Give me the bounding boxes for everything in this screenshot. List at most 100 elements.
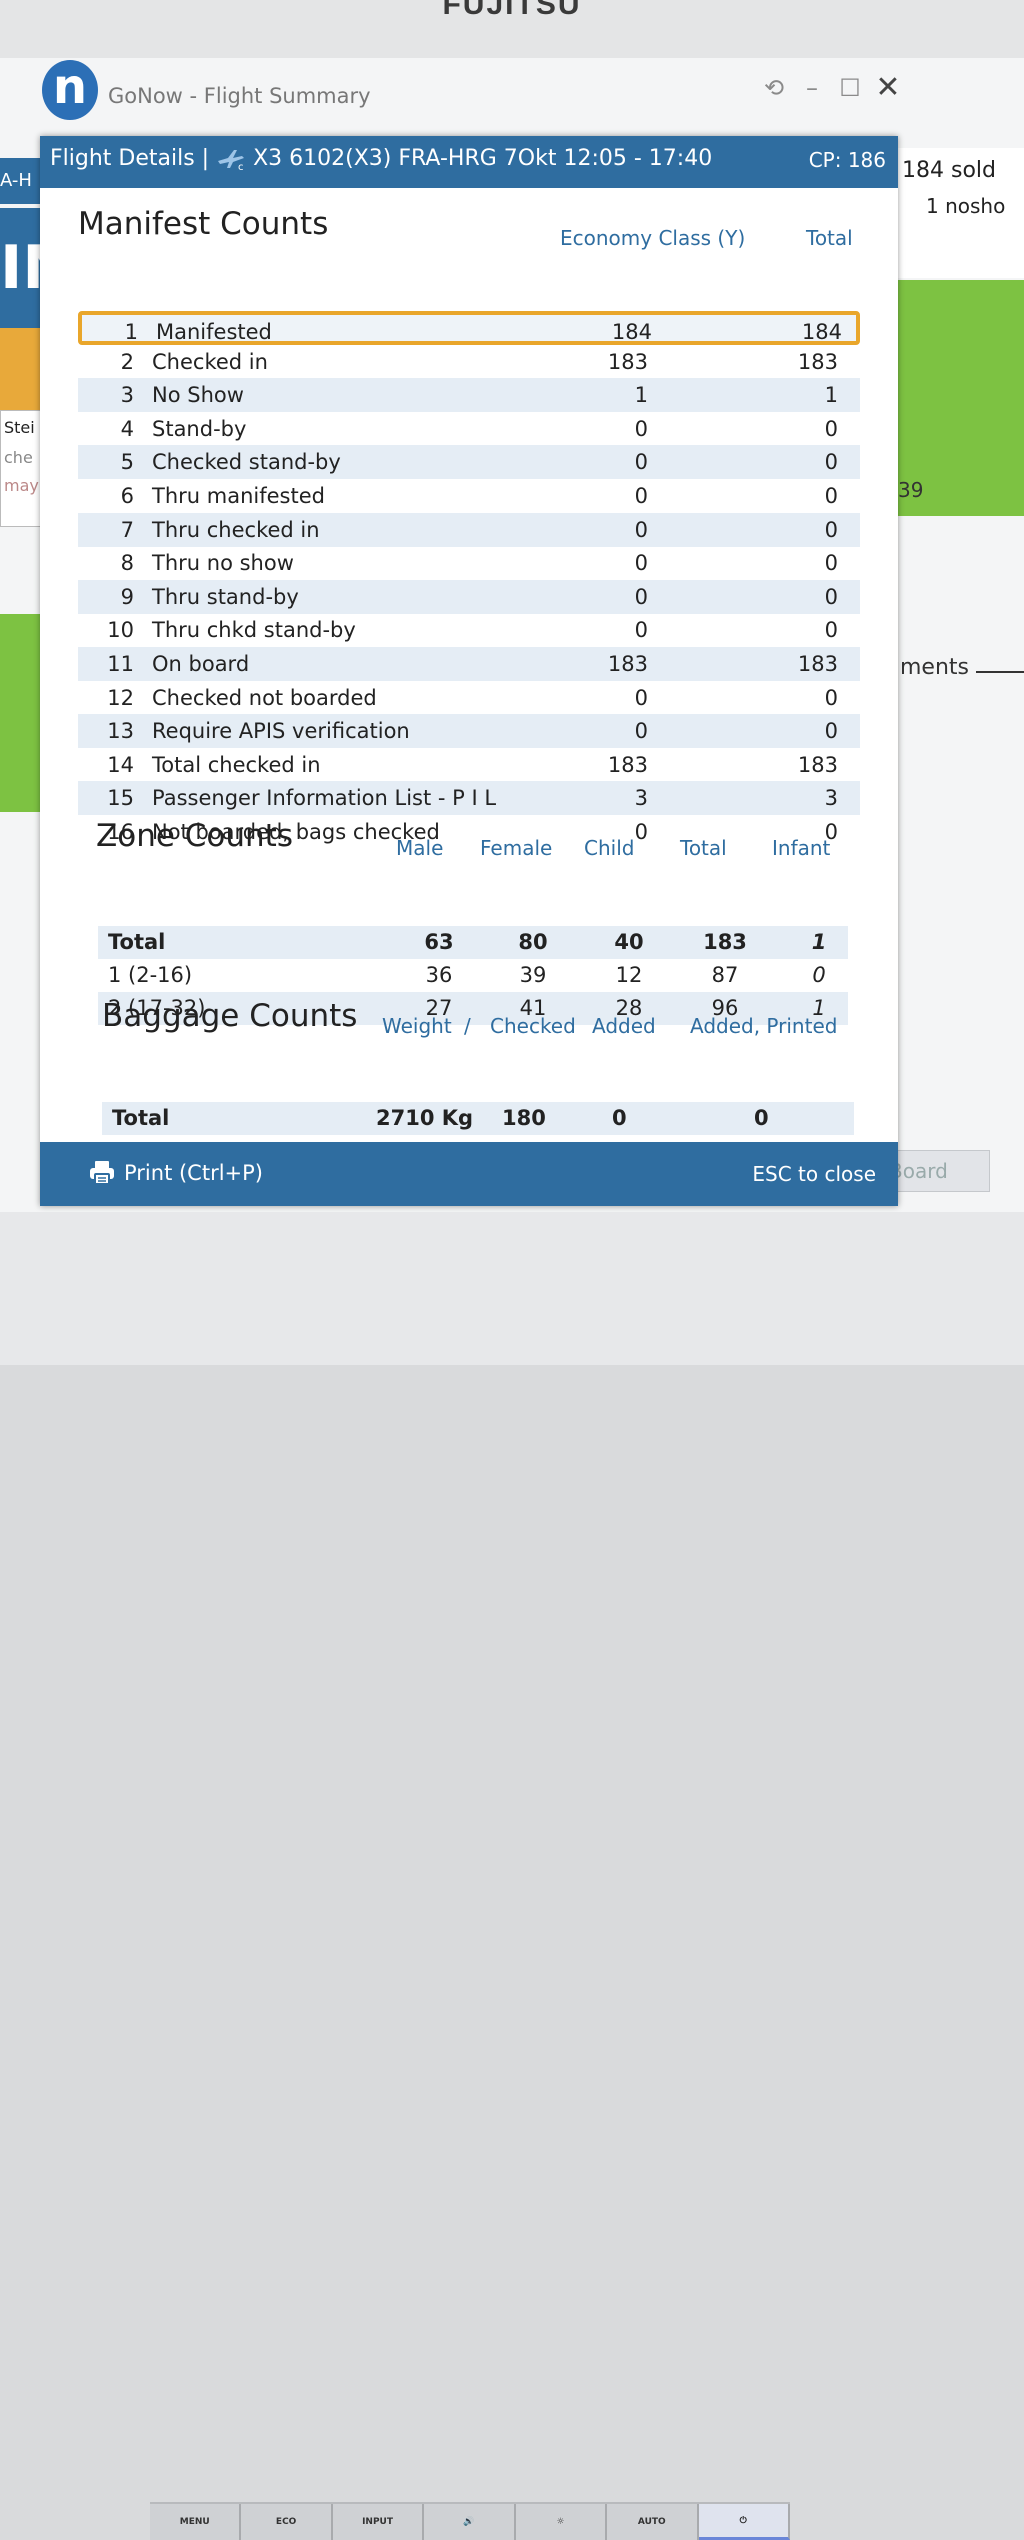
row-number: 4 (120, 416, 134, 441)
zone-male: 63 (424, 930, 454, 954)
economy-value: 0 (634, 584, 648, 609)
dialog-title-flight: X3 6102(X3) FRA-HRG 7Okt 12:05 - 17:40 (253, 146, 713, 171)
total-value: 0 (824, 685, 838, 710)
bg-divider (976, 671, 1024, 673)
manifest-row[interactable]: 10 Thru chkd stand-by 0 0 (78, 613, 860, 647)
total-value: 0 (824, 450, 838, 475)
economy-value: 184 (611, 320, 652, 344)
total-value: 1 (824, 383, 838, 408)
row-label: Stand-by (152, 416, 247, 441)
close-icon[interactable]: ✕ (875, 70, 901, 105)
bg-green-status (895, 280, 1024, 516)
economy-value: 0 (634, 450, 648, 475)
row-number: 9 (120, 584, 134, 609)
total-value: 0 (824, 517, 838, 542)
zone-row: Total 63 80 40 183 1 (98, 926, 848, 959)
flight-details-dialog: Flight Details | c X3 6102(X3) FRA-HRG 7… (40, 136, 898, 1206)
total-value: 184 (801, 320, 842, 344)
manifest-row[interactable]: 14 Total checked in 183 183 (78, 748, 860, 782)
esc-close-hint: ESC to close (752, 1162, 876, 1186)
manifest-row[interactable]: 13 Require APIS verification 0 0 (78, 714, 860, 749)
maximize-icon[interactable]: ☐ (839, 74, 861, 102)
baggage-route: Total (112, 1106, 170, 1130)
manifest-row[interactable]: 5 Checked stand-by 0 0 (78, 445, 860, 480)
manifest-row[interactable]: 3 No Show 1 1 (78, 378, 860, 413)
bg-passenger-panel (0, 410, 42, 527)
economy-value: 0 (634, 685, 648, 710)
monitor-menu-button[interactable]: MENU (150, 2504, 242, 2540)
bg-sold-count: 184 sold (902, 158, 996, 183)
manifest-row[interactable]: 11 On board 183 183 (78, 647, 860, 681)
baggage-col-added: Added (592, 1014, 656, 1038)
monitor-auto-button[interactable]: AUTO (607, 2504, 699, 2540)
zone-total: 183 (703, 930, 747, 954)
zone-male: 36 (425, 963, 453, 987)
print-button[interactable]: Print (Ctrl+P) (88, 1160, 263, 1186)
baggage-row: Total 2710 Kg 180 0 0 (102, 1102, 854, 1135)
row-label: Passenger Information List - P I L (152, 786, 497, 811)
row-label: Checked stand-by (152, 450, 341, 475)
row-number: 6 (120, 484, 134, 508)
economy-value: 0 (634, 484, 648, 508)
row-number: 12 (107, 685, 134, 710)
economy-value: 0 (634, 820, 648, 844)
manifest-row[interactable]: 8 Thru no show 0 0 (78, 546, 860, 580)
bg-board-button[interactable]: Board (884, 1150, 990, 1192)
row-number: 8 (120, 551, 134, 576)
row-label: Checked in (152, 349, 268, 374)
monitor-brightness-button[interactable]: ☼ (516, 2504, 608, 2540)
bg-sold-panel (895, 148, 1024, 278)
economy-value: 183 (607, 349, 648, 374)
manifest-row[interactable]: 15 Passenger Information List - P I L 3 3 (78, 781, 860, 816)
manifest-row-selected[interactable]: 1 Manifested 184 184 (78, 311, 860, 345)
manifest-row[interactable]: 9 Thru stand-by 0 0 (78, 579, 860, 614)
zone-title: Zone Counts (96, 818, 293, 854)
zone-female: 80 (518, 930, 548, 954)
economy-value: 183 (607, 652, 648, 676)
bg-may-text: may (4, 476, 39, 495)
economy-value: 183 (607, 752, 648, 777)
monitor-power-button[interactable]: ⏻ (698, 2504, 790, 2540)
bg-passenger-name: Stei (4, 418, 35, 437)
app-titlebar: n GoNow - Flight Summary ⟲ – ☐ ✕ (0, 58, 1024, 136)
baggage-added: 0 (612, 1106, 627, 1130)
row-label: Thru chkd stand-by (152, 618, 356, 643)
monitor-volume-button[interactable]: 🔊 (424, 2504, 516, 2540)
monitor-input-button[interactable]: INPUT (333, 2504, 425, 2540)
total-value: 0 (824, 484, 838, 508)
minimize-icon[interactable]: – (806, 74, 818, 102)
dialog-footer: Print (Ctrl+P) ESC to close (40, 1142, 898, 1206)
manifest-row[interactable]: 7 Thru checked in 0 0 (78, 512, 860, 547)
row-number: 7 (120, 517, 134, 542)
manifest-row[interactable]: 2 Checked in 183 183 (78, 345, 860, 379)
row-number: 11 (107, 652, 134, 676)
zone-infant: 1 (812, 996, 826, 1020)
row-label: Total checked in (152, 752, 321, 777)
zone-label: 1 (2-16) (108, 963, 193, 987)
zone-col-infant: Infant (772, 836, 831, 860)
print-label: Print (Ctrl+P) (124, 1161, 263, 1185)
manifest-col-economy: Economy Class (Y) (560, 226, 746, 250)
zone-child: 40 (614, 930, 644, 954)
monitor-eco-button[interactable]: ECO (241, 2504, 333, 2540)
restore-icon[interactable]: ⟲ (763, 74, 785, 102)
total-value: 0 (824, 551, 838, 576)
bg-route-tab[interactable]: A-H (0, 158, 40, 204)
bg-checkin-text: che (4, 448, 33, 467)
manifest-row[interactable]: 6 Thru manifested 0 0 (78, 479, 860, 513)
dialog-title-prefix: Flight Details | (50, 146, 210, 171)
row-number: 1 (124, 320, 138, 344)
dialog-title: Flight Details | c X3 6102(X3) FRA-HRG 7… (50, 146, 712, 171)
manifest-row[interactable]: 16 Not boarded, bags checked 0 0 (78, 815, 860, 849)
manifest-row[interactable]: 4 Stand-by 0 0 (78, 412, 860, 446)
economy-value: 0 (634, 618, 648, 643)
zone-label: Total (108, 930, 166, 954)
baggage-checked: 180 (502, 1106, 546, 1130)
total-value: 0 (824, 584, 838, 609)
zone-infant: 0 (812, 963, 826, 987)
manifest-title: Manifest Counts (78, 206, 329, 242)
manifest-row[interactable]: 12 Checked not boarded 0 0 (78, 681, 860, 715)
total-value: 0 (824, 820, 838, 844)
row-number: 3 (120, 383, 134, 408)
window-title: GoNow - Flight Summary (108, 84, 371, 108)
